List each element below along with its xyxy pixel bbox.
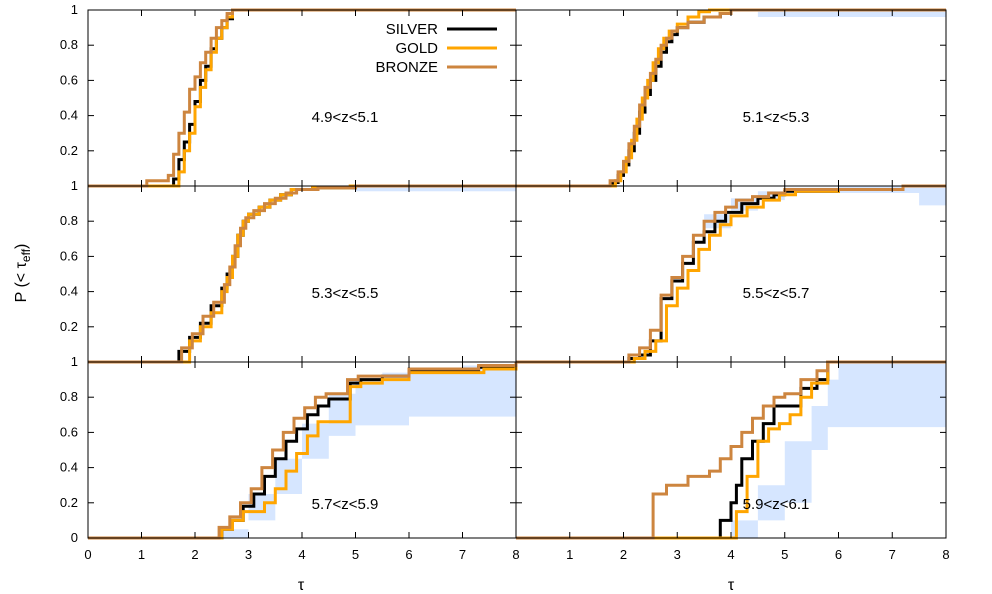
x-tick-label: 6 [405, 547, 412, 562]
series-bronze-panel-5 [88, 362, 518, 540]
y-tick-label: 0 [71, 530, 78, 545]
axis-ticks: 0.2 0.4 0.6 0.8 1 0.2 0.4 0.6 0.8 1 0 0.2 0.4 0.6 0.8 1… [60, 2, 950, 562]
legend: SILVER GOLD BRONZE [375, 21, 497, 76]
panel-annotation-6: 5.9<z<6.1 [743, 496, 810, 513]
legend-label-silver: SILVER [386, 21, 438, 38]
y-tick-label: 0.2 [60, 319, 78, 334]
x-tick-label: 2 [191, 547, 198, 562]
y-tick-label: 0.4 [60, 460, 78, 475]
panel-frame-1 [87, 9, 517, 187]
panel-frame-2 [515, 9, 947, 187]
band-panel-3 [88, 186, 516, 362]
panel-annotations: 4.9<z<5.1 5.1<z<5.3 5.3<z<5.5 5.5<z<5.7 5.7<… [312, 109, 810, 513]
x-tick-label: 8 [512, 547, 519, 562]
x-tick-label: 4 [298, 547, 305, 562]
series-gold-panel-6 [516, 360, 946, 540]
series-bronze-panel-3 [88, 184, 516, 364]
panel-annotation-1: 4.9<z<5.1 [312, 109, 379, 126]
series-bronze-panel-1 [88, 8, 516, 188]
series-bronze-panel-2 [516, 8, 946, 188]
x-tick-label: 7 [459, 547, 466, 562]
y-tick-label: 0.8 [60, 389, 78, 404]
series-silver-panel-1 [88, 8, 516, 188]
series-gold-panel-1 [88, 8, 516, 188]
x-tick-label: 2 [620, 547, 627, 562]
x-tick-label: 6 [835, 547, 842, 562]
x-tick-label: 5 [781, 547, 788, 562]
x-tick-label: 4 [727, 547, 734, 562]
uncertainty-bands [88, 10, 946, 538]
y-axis-label-tail: ) [13, 244, 30, 249]
series-gold-panel-3 [88, 184, 516, 364]
x-tick-label: 1 [138, 547, 145, 562]
series-bronze-panel-6 [516, 360, 946, 540]
band-panel-2 [516, 10, 946, 186]
panel-annotation-3: 5.3<z<5.5 [312, 285, 379, 302]
y-tick-label: 0.4 [60, 108, 78, 123]
series-gold-panel-4 [516, 184, 946, 364]
panel-frame-3 [87, 185, 517, 363]
band-panel-6 [516, 362, 946, 538]
legend-label-gold: GOLD [395, 40, 438, 57]
x-tick-label: 8 [942, 547, 949, 562]
panel-frames [87, 9, 947, 539]
panel-annotation-5: 5.7<z<5.9 [312, 496, 379, 513]
series-silver-panel-2 [516, 8, 946, 188]
y-tick-label: 0.2 [60, 143, 78, 158]
y-axis-label-sub: eff [19, 248, 33, 262]
y-tick-label: 1 [71, 178, 78, 193]
y-tick-label: 0.6 [60, 248, 78, 263]
panel-annotation-4: 5.5<z<5.7 [743, 285, 810, 302]
y-tick-label: 0.2 [60, 495, 78, 510]
series-bronze-panel-4 [516, 184, 946, 364]
series-silver-panel-3 [88, 184, 516, 364]
series-silver-panel-4 [516, 184, 946, 364]
series-lines [88, 8, 946, 540]
y-tick-label: 0.8 [60, 213, 78, 228]
y-tick-label: 0.8 [60, 37, 78, 52]
y-axis-label: P (< τeff) [13, 244, 33, 303]
y-tick-label: 1 [71, 2, 78, 17]
y-axis-label-main: P (< τ [13, 261, 30, 302]
x-tick-label: 5 [352, 547, 359, 562]
legend-label-bronze: BRONZE [375, 59, 438, 76]
band-panel-5 [88, 362, 516, 538]
x-tick-label: 3 [245, 547, 252, 562]
series-gold-panel-2 [516, 8, 946, 188]
x-axis-label-right: τ [728, 577, 735, 594]
y-tick-label: 0.6 [60, 424, 78, 439]
x-tick-label: 1 [566, 547, 573, 562]
y-tick-label: 1 [71, 354, 78, 369]
series-gold-panel-5 [88, 362, 518, 540]
y-tick-label: 0.4 [60, 284, 78, 299]
x-tick-label: 0 [84, 547, 91, 562]
series-silver-panel-6 [516, 360, 946, 540]
panel-annotation-2: 5.1<z<5.3 [743, 109, 810, 126]
x-tick-label: 3 [674, 547, 681, 562]
x-axis-label-left: τ [298, 577, 305, 594]
y-tick-label: 0.6 [60, 72, 78, 87]
x-tick-label: 7 [889, 547, 896, 562]
